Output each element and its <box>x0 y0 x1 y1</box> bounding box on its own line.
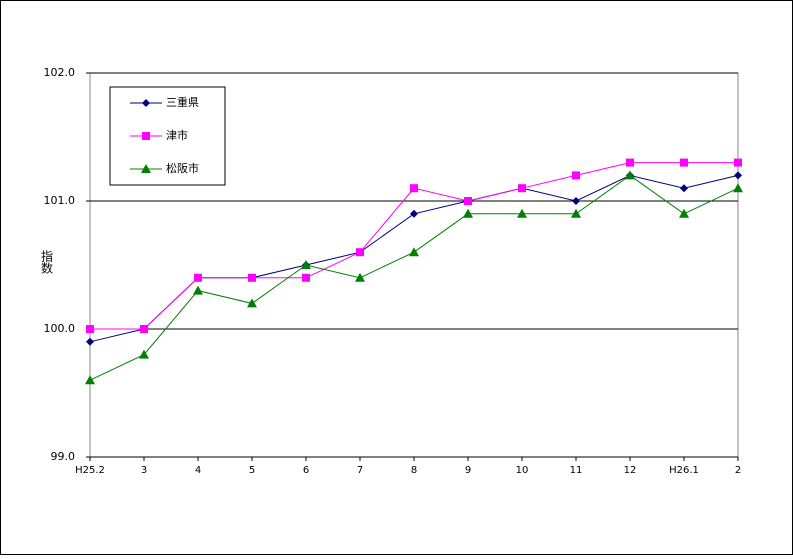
data-point <box>733 183 743 193</box>
y-tick-label: 100.0 <box>44 322 76 335</box>
data-point <box>139 349 149 359</box>
data-point <box>679 208 689 218</box>
data-point <box>680 158 688 167</box>
data-point <box>734 158 742 167</box>
x-tick-label: 4 <box>195 465 201 476</box>
data-point <box>247 298 257 308</box>
data-point <box>248 273 256 282</box>
legend-label: 津市 <box>166 128 188 142</box>
data-point <box>734 171 742 180</box>
x-tick-label: 3 <box>141 465 147 476</box>
legend-label: 三重県 <box>166 95 199 109</box>
x-tick-label: 12 <box>624 465 637 476</box>
data-point <box>517 208 527 218</box>
data-point <box>626 158 634 167</box>
data-point <box>410 184 418 193</box>
x-tick-label: 7 <box>357 465 363 476</box>
legend-label: 松阪市 <box>166 161 199 175</box>
x-tick-label: 5 <box>249 465 255 476</box>
legend-marker <box>142 99 150 107</box>
data-point <box>680 184 688 193</box>
x-tick-label: H25.2 <box>75 465 105 476</box>
data-point <box>625 170 635 180</box>
data-point <box>193 285 203 295</box>
x-tick-label: 8 <box>411 465 417 476</box>
data-point <box>355 272 365 282</box>
data-point <box>463 208 473 218</box>
data-point <box>410 209 418 218</box>
data-point <box>194 273 202 282</box>
legend-marker <box>142 132 150 140</box>
data-point <box>301 260 311 269</box>
data-point <box>464 197 472 205</box>
x-tick-label: 2 <box>735 465 741 476</box>
data-point <box>86 325 94 333</box>
data-point <box>409 247 419 257</box>
data-point <box>302 273 310 282</box>
data-point <box>85 375 95 385</box>
data-point <box>572 197 580 205</box>
y-tick-label: 99.0 <box>51 450 76 463</box>
y-tick-label: 102.0 <box>44 66 76 79</box>
x-tick-label: 11 <box>570 465 583 476</box>
data-point <box>572 171 580 180</box>
data-point <box>571 208 581 218</box>
data-point <box>518 184 526 193</box>
y-tick-label: 101.0 <box>44 194 76 207</box>
legend-box <box>109 86 226 186</box>
legend-marker <box>141 164 151 173</box>
data-point <box>356 248 364 257</box>
data-point <box>140 325 148 333</box>
data-point <box>86 337 94 346</box>
x-tick-label: 10 <box>516 465 529 476</box>
x-tick-label: 9 <box>465 465 471 476</box>
x-tick-label: H26.1 <box>669 465 699 476</box>
y-axis-label: 指数 <box>40 249 54 275</box>
x-tick-label: 6 <box>303 465 309 476</box>
